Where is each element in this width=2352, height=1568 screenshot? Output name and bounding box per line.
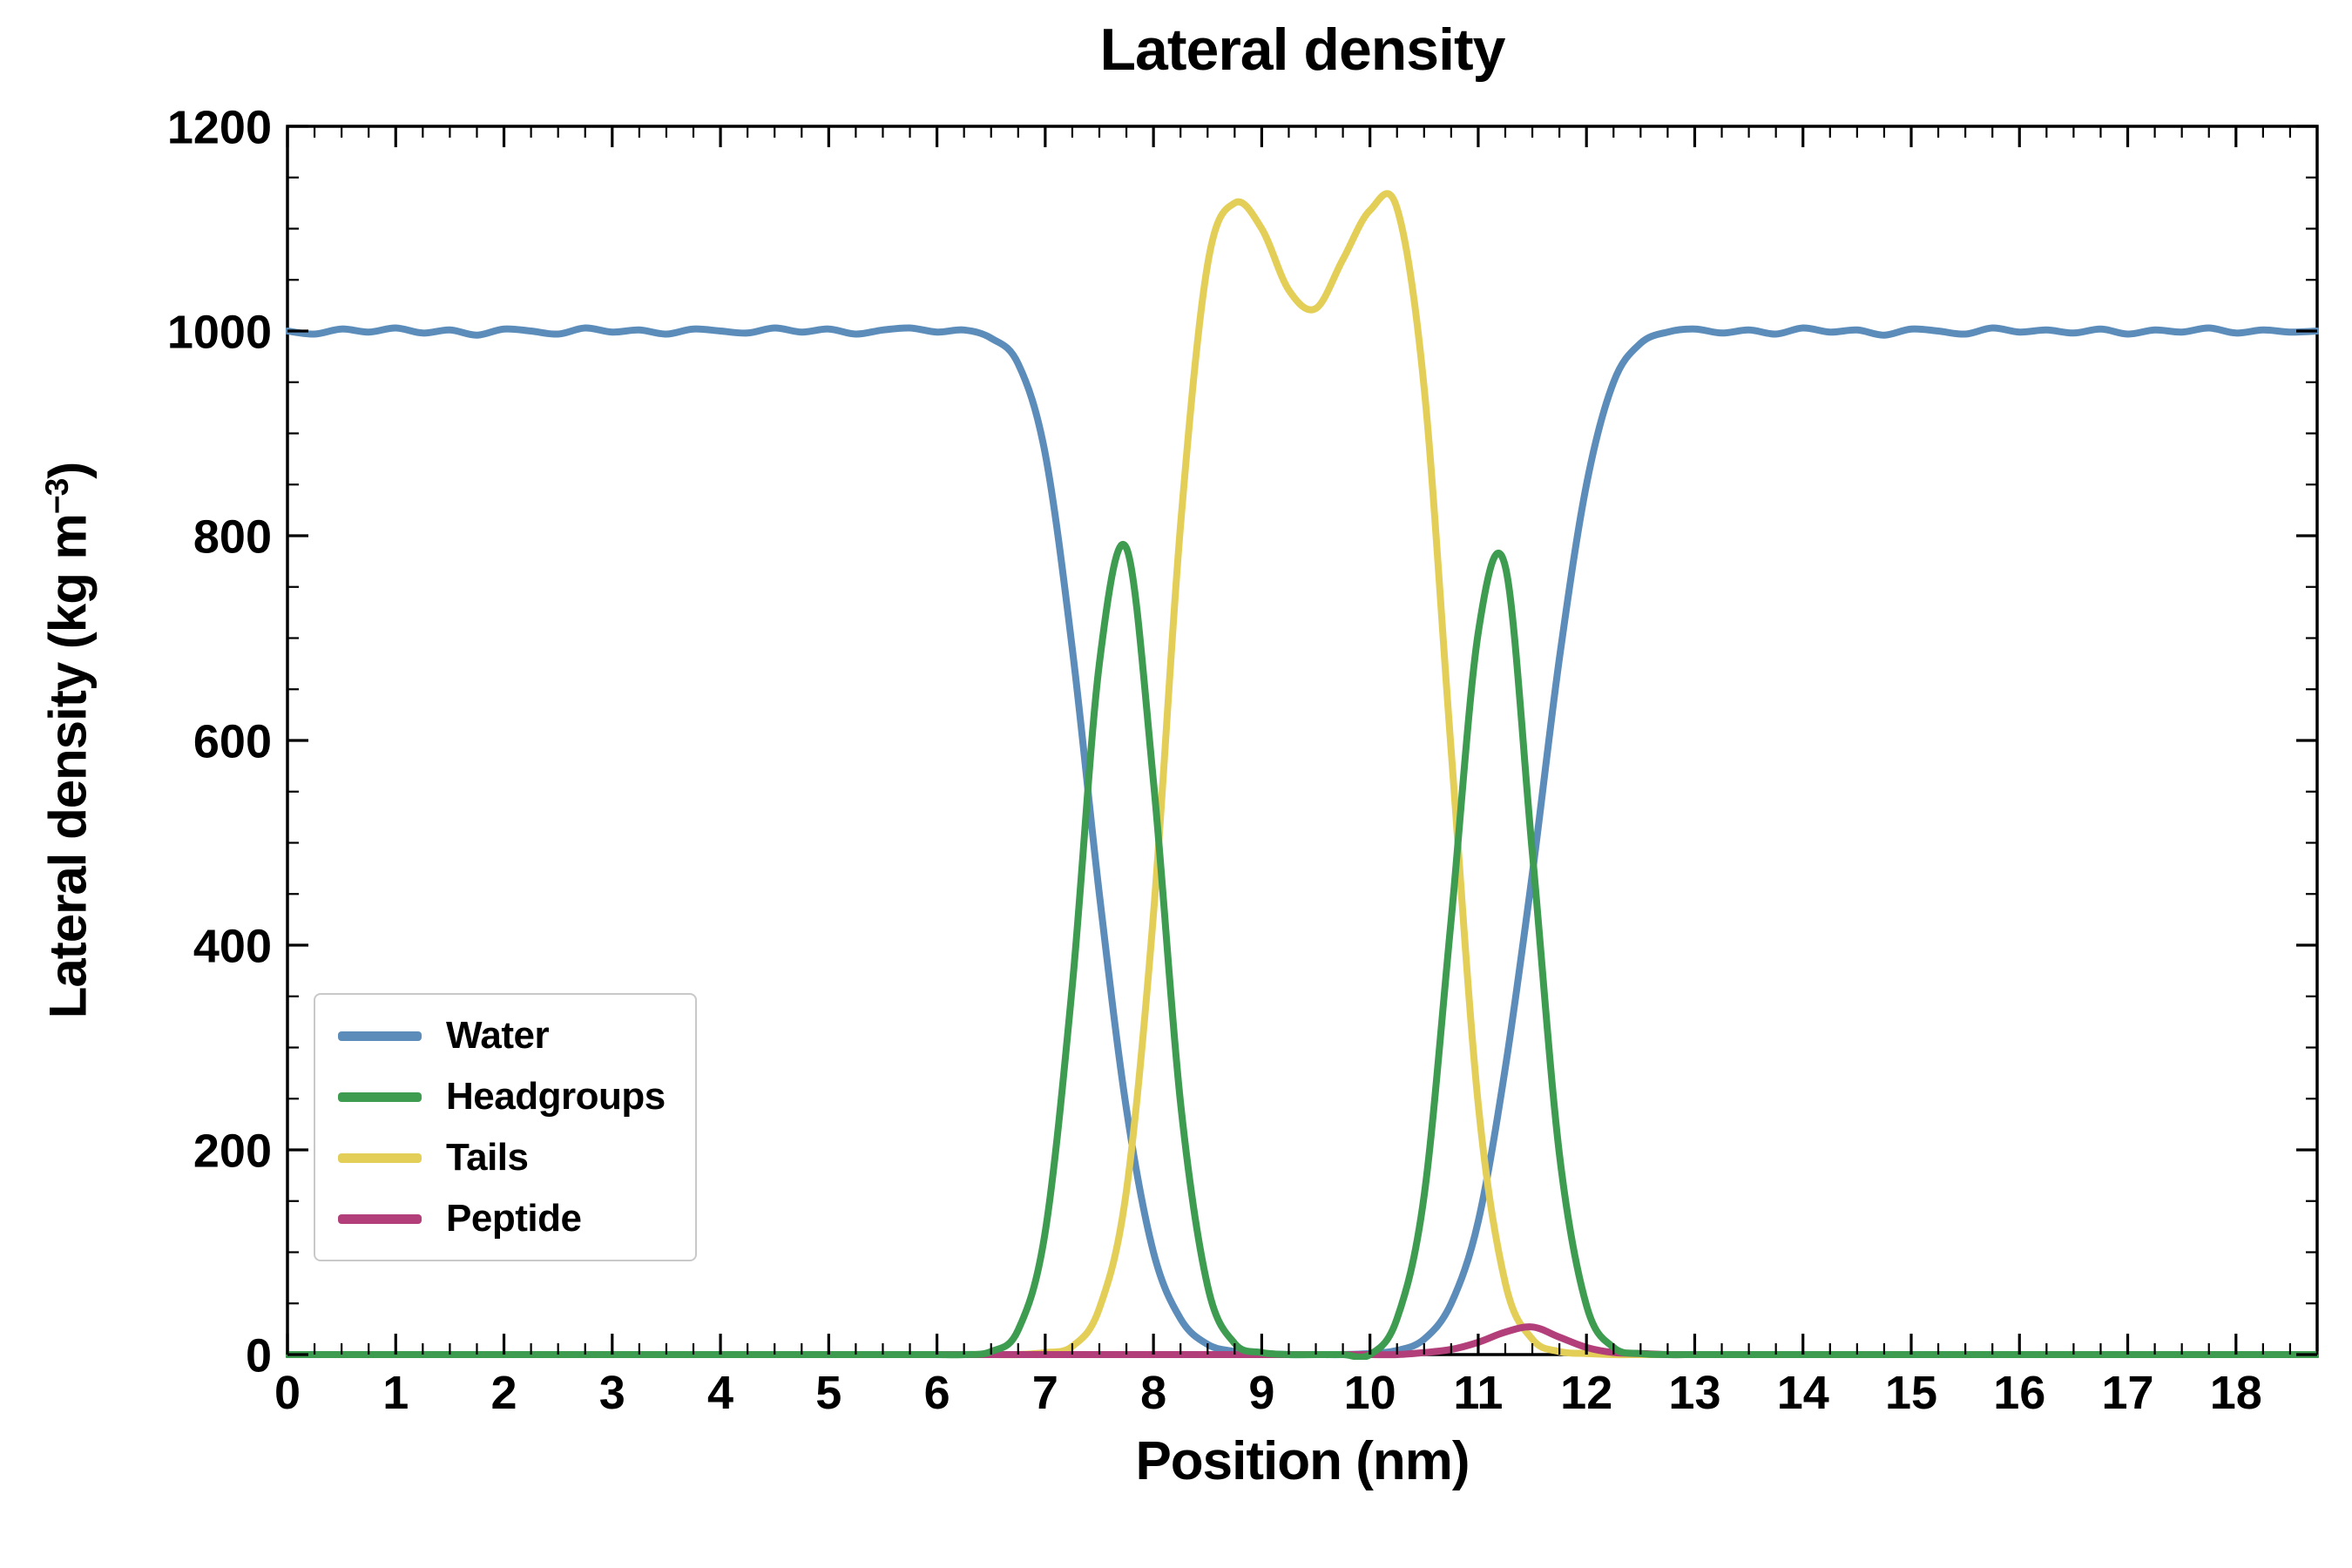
tick-labels: 0 1 2 3 4 5 6 7 8 9 10 11 12 13 14 15 16 17 18020040060080… — [167, 101, 2262, 1419]
x-tick-label: 16 — [1993, 1367, 2045, 1419]
y-tick-label: 600 — [193, 715, 272, 767]
legend-label: Tails — [446, 1136, 529, 1179]
x-tick-label: 18 — [2210, 1367, 2262, 1419]
y-tick-label: 1000 — [167, 306, 272, 358]
x-tick-label: 3 — [599, 1367, 625, 1419]
legend-swatch-tails — [338, 1152, 422, 1163]
x-tick-label: 12 — [1560, 1367, 1612, 1419]
x-tick-label: 15 — [1885, 1367, 1937, 1419]
y-axis-label-text: Lateral density (kg m — [38, 514, 98, 1019]
y-tick-label: 400 — [193, 920, 272, 972]
legend-swatch-peptide — [338, 1213, 422, 1224]
x-tick-label: 1 — [382, 1367, 409, 1419]
y-axis-label-suffix: ) — [38, 462, 98, 479]
x-tick-label: 7 — [1032, 1367, 1058, 1419]
x-tick-label: 5 — [815, 1367, 841, 1419]
x-axis-label: Position (nm) — [1135, 1431, 1470, 1491]
x-tick-label: 0 — [274, 1367, 301, 1419]
y-tick-label: 800 — [193, 510, 272, 563]
x-tick-label: 10 — [1344, 1367, 1396, 1419]
legend-item-tails: Tails — [338, 1136, 666, 1179]
series-line-headgroups — [286, 540, 2319, 1360]
series-line-peptide — [286, 1323, 2319, 1359]
legend-swatch-headgroups — [338, 1092, 422, 1102]
legend: Water Headgroups Tails Peptide — [314, 993, 697, 1261]
legend-label: Peptide — [446, 1197, 582, 1240]
x-tick-label: 6 — [924, 1367, 950, 1419]
legend-label: Water — [446, 1014, 550, 1057]
axes-ticks — [286, 125, 2319, 1356]
x-tick-label: 9 — [1248, 1367, 1274, 1419]
y-tick-label: 0 — [246, 1329, 272, 1382]
x-tick-label: 14 — [1777, 1367, 1829, 1419]
y-tick-label: 200 — [193, 1125, 272, 1177]
x-tick-label: 17 — [2101, 1367, 2153, 1419]
legend-swatch-water — [338, 1031, 422, 1041]
x-tick-label: 13 — [1668, 1367, 1720, 1419]
x-tick-label: 8 — [1140, 1367, 1166, 1419]
chart-title: Lateral density — [1099, 17, 1506, 83]
legend-label: Headgroups — [446, 1075, 666, 1118]
legend-item-headgroups: Headgroups — [338, 1075, 666, 1119]
y-axis-label-superscript: −3 — [38, 478, 76, 515]
y-tick-label: 1200 — [167, 101, 272, 153]
legend-item-peptide: Peptide — [338, 1197, 666, 1240]
y-axis-label: Lateral density (kg m−3) — [38, 463, 98, 1019]
x-tick-label: 11 — [1453, 1367, 1503, 1419]
x-tick-label: 2 — [491, 1367, 517, 1419]
x-tick-label: 4 — [707, 1367, 733, 1419]
legend-item-water: Water — [338, 1014, 666, 1058]
